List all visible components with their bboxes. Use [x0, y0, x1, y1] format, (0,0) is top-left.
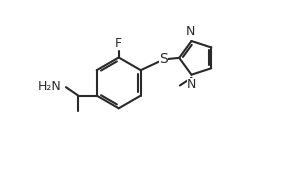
Text: N: N [186, 25, 195, 38]
Text: H₂N: H₂N [37, 80, 61, 93]
Text: F: F [115, 37, 122, 50]
Text: N: N [187, 78, 196, 91]
Text: S: S [159, 52, 168, 66]
